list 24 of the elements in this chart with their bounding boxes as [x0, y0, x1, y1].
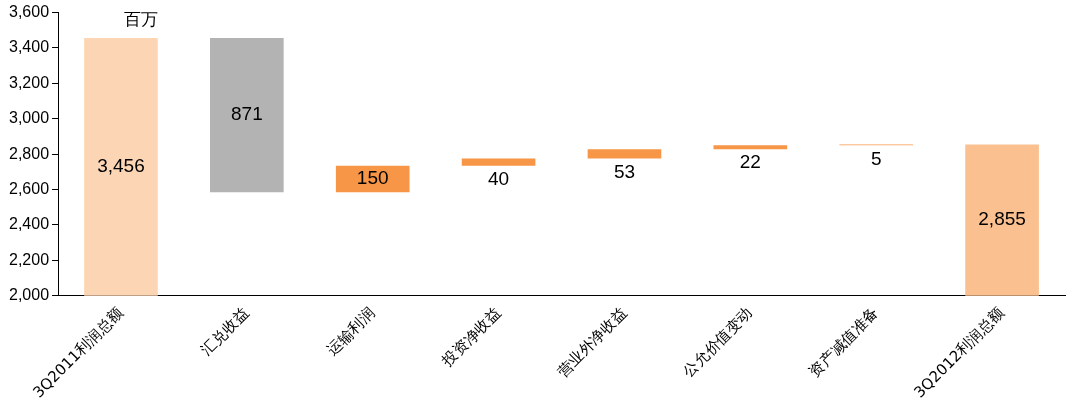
x-tick-label: 汇兑收益 — [197, 303, 253, 360]
data-label: 871 — [230, 103, 263, 125]
y-tick-label: 2,800 — [8, 144, 50, 162]
data-label: 53 — [613, 160, 636, 182]
y-tick-label: 2,400 — [8, 215, 50, 233]
x-tick-label: 资产减值准备 — [805, 303, 882, 381]
y-tick-label: 3,200 — [8, 73, 50, 91]
x-tick-label: 营业外净收益 — [553, 303, 631, 381]
data-label: 150 — [356, 167, 389, 189]
data-label: 22 — [739, 151, 761, 173]
y-tick-label: 3,600 — [8, 3, 50, 21]
y-tick-label: 2,200 — [8, 250, 50, 268]
x-tick-label: 投资净收益 — [437, 303, 505, 371]
y-tick-label: 2,000 — [8, 286, 50, 304]
data-label: 2,855 — [978, 208, 1026, 230]
data-label: 5 — [870, 147, 882, 169]
y-tick-label: 2,600 — [8, 179, 50, 197]
x-tick-label: 运输利润 — [323, 303, 379, 360]
x-tick-label: 公允价值变动 — [679, 303, 756, 381]
data-label: 3,456 — [97, 155, 145, 177]
y-tick-label: 3,000 — [8, 109, 50, 127]
y-tick-label: 3,400 — [8, 38, 50, 56]
data-label: 40 — [488, 167, 510, 189]
annotation: 百万 — [124, 8, 158, 31]
